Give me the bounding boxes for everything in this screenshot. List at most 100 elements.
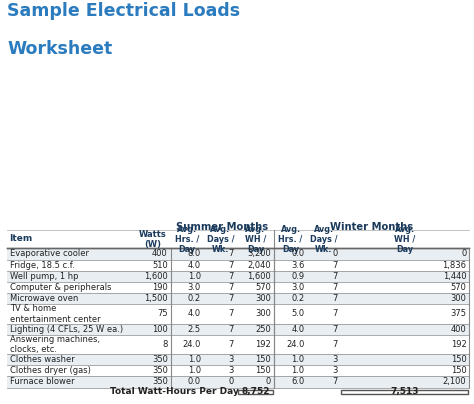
Text: Well pump, 1 hp: Well pump, 1 hp (10, 272, 79, 281)
Text: 7: 7 (332, 325, 337, 334)
Text: 150: 150 (255, 355, 271, 364)
Text: Item: Item (9, 234, 33, 244)
Bar (7, 248, 469, 259)
Text: 510: 510 (152, 261, 168, 270)
Bar (7, 282, 469, 293)
Text: Evaporative cooler: Evaporative cooler (10, 249, 89, 259)
Text: Total Watt-Hours Per Day: Total Watt-Hours Per Day (110, 387, 239, 396)
Bar (341, 389, 468, 394)
Text: 7,513: 7,513 (391, 387, 419, 396)
Text: 350: 350 (152, 355, 168, 364)
Text: 2,100: 2,100 (443, 377, 466, 386)
Text: 3.6: 3.6 (291, 261, 304, 270)
Text: 1.0: 1.0 (188, 272, 201, 281)
Text: 400: 400 (152, 249, 168, 259)
Text: 3.0: 3.0 (188, 283, 201, 292)
Text: 7: 7 (332, 283, 337, 292)
Text: Answering machines,
clocks, etc.: Answering machines, clocks, etc. (10, 335, 100, 354)
Bar (7, 365, 469, 376)
Text: 400: 400 (451, 325, 466, 334)
Text: 8.0: 8.0 (188, 249, 201, 259)
Bar (7, 324, 469, 335)
Text: 0.2: 0.2 (188, 295, 201, 303)
Bar (7, 271, 469, 282)
Text: 3: 3 (229, 355, 234, 364)
Text: 2,040: 2,040 (247, 261, 271, 270)
Text: 150: 150 (451, 355, 466, 364)
Text: 7: 7 (229, 295, 234, 303)
Bar (7, 335, 469, 354)
Text: 3: 3 (332, 366, 337, 375)
Text: 24.0: 24.0 (286, 340, 304, 349)
Text: 1.0: 1.0 (291, 355, 304, 364)
Text: Watts
(W): Watts (W) (139, 229, 167, 249)
Text: 7: 7 (332, 309, 337, 318)
Text: Microwave oven: Microwave oven (10, 295, 78, 303)
Text: 1,500: 1,500 (144, 295, 168, 303)
Text: 300: 300 (451, 295, 466, 303)
Text: 7: 7 (229, 309, 234, 318)
Bar (7, 259, 469, 271)
Text: Fridge, 18.5 c.f.: Fridge, 18.5 c.f. (10, 261, 75, 270)
Text: Sample Electrical Loads: Sample Electrical Loads (7, 2, 240, 20)
Text: 150: 150 (451, 366, 466, 375)
Text: 350: 350 (152, 366, 168, 375)
Text: 570: 570 (451, 283, 466, 292)
Text: 7: 7 (229, 283, 234, 292)
Text: 3: 3 (332, 355, 337, 364)
Bar (7, 293, 469, 305)
Text: 4.0: 4.0 (291, 325, 304, 334)
Text: 1,600: 1,600 (247, 272, 271, 281)
Text: 4.0: 4.0 (188, 261, 201, 270)
Text: 1,440: 1,440 (443, 272, 466, 281)
Text: 1.0: 1.0 (188, 366, 201, 375)
Text: 1.0: 1.0 (291, 366, 304, 375)
Text: 250: 250 (255, 325, 271, 334)
Text: 7: 7 (332, 261, 337, 270)
Text: Avg.
Hrs. /
Day: Avg. Hrs. / Day (278, 225, 303, 254)
Text: 7: 7 (229, 249, 234, 259)
Text: Lighting (4 CFLs, 25 W ea.): Lighting (4 CFLs, 25 W ea.) (10, 325, 123, 334)
Text: 192: 192 (255, 340, 271, 349)
Text: 300: 300 (255, 309, 271, 318)
Text: 0: 0 (229, 377, 234, 386)
Text: 3: 3 (229, 366, 234, 375)
Text: 7: 7 (332, 272, 337, 281)
Text: 7: 7 (332, 295, 337, 303)
Text: 100: 100 (152, 325, 168, 334)
Text: Winter Months: Winter Months (330, 222, 413, 232)
Bar (7, 230, 469, 248)
Text: Summer Months: Summer Months (176, 222, 268, 232)
Text: 0.9: 0.9 (291, 272, 304, 281)
Text: 6.0: 6.0 (291, 377, 304, 386)
Text: 7: 7 (332, 340, 337, 349)
Text: 1,836: 1,836 (442, 261, 466, 270)
Text: 4.0: 4.0 (188, 309, 201, 318)
Text: 570: 570 (255, 283, 271, 292)
Text: TV & home
entertainment center: TV & home entertainment center (10, 305, 100, 324)
Text: Avg.
WH /
Day: Avg. WH / Day (245, 225, 266, 254)
Text: 8,752: 8,752 (241, 387, 270, 396)
Text: 0: 0 (266, 377, 271, 386)
Bar (7, 387, 469, 396)
Bar (7, 224, 469, 230)
Text: 0: 0 (461, 249, 466, 259)
Text: 1,600: 1,600 (144, 272, 168, 281)
Text: 192: 192 (451, 340, 466, 349)
Text: Clothes washer: Clothes washer (10, 355, 75, 364)
Bar (7, 376, 469, 387)
Text: Avg.
Days /
Wk.: Avg. Days / Wk. (207, 225, 234, 254)
Text: 8: 8 (163, 340, 168, 349)
Text: 7: 7 (229, 325, 234, 334)
Text: 0: 0 (332, 249, 337, 259)
Text: Avg.
WH /
Day: Avg. WH / Day (394, 225, 415, 254)
Text: 0.0: 0.0 (291, 249, 304, 259)
Text: Worksheet: Worksheet (7, 40, 112, 59)
Text: Computer & peripherals: Computer & peripherals (10, 283, 111, 292)
Text: 300: 300 (255, 295, 271, 303)
Text: 150: 150 (255, 366, 271, 375)
Text: 7: 7 (229, 340, 234, 349)
Text: Furnace blower: Furnace blower (10, 377, 74, 386)
Text: 24.0: 24.0 (182, 340, 201, 349)
Text: 7: 7 (229, 272, 234, 281)
